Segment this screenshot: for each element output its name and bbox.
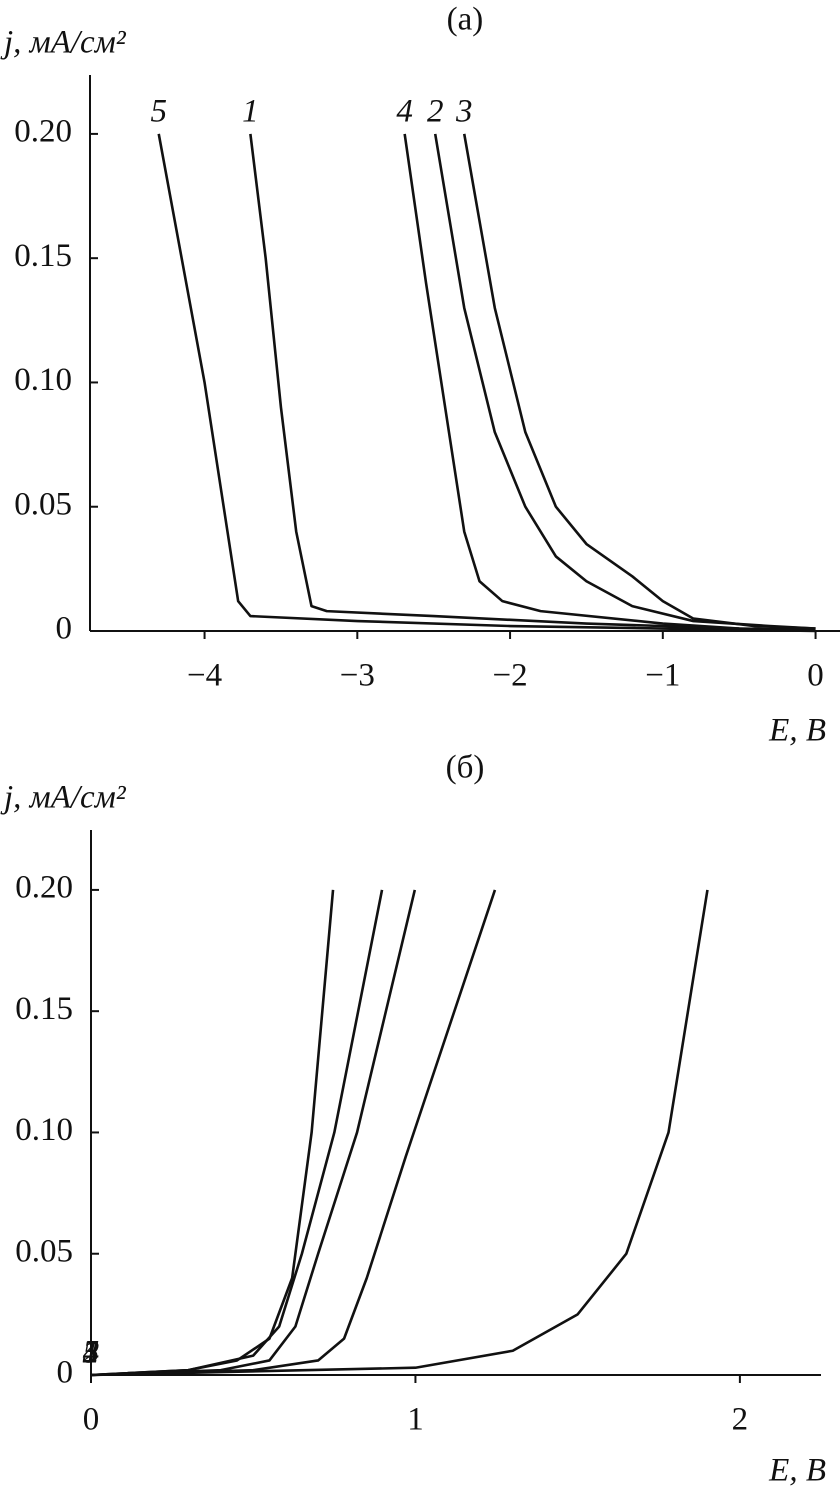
x-tick-label: 2 [732,1402,749,1438]
curve-label: 2 [427,93,444,129]
x-tick-label: −1 [645,658,680,694]
x-tick-label: 0 [807,658,824,694]
panel-title: (б) [446,750,485,786]
curve-label: 5 [83,1335,100,1371]
panel-title: (a) [447,2,484,38]
curve [90,889,335,1377]
x-axis-label: E, В [768,713,826,749]
x-tick-label: −4 [187,658,222,694]
x-tick-label: −2 [492,658,527,694]
curve-label: 2 [83,1335,100,1371]
y-tick-label: 0.05 [14,486,72,522]
curve-label: 4 [396,93,413,129]
curve [157,133,816,633]
curve [90,889,709,1377]
curve-label: 1 [83,1335,100,1371]
y-tick-label: 0.10 [15,1112,73,1148]
y-tick-label: 0 [57,1355,74,1391]
curve [433,133,816,630]
y-tick-label: 0.15 [14,238,72,274]
x-tick-label: 1 [407,1402,424,1438]
curve-label: 1 [242,93,259,129]
y-axis-label: j, мА/см² [0,780,127,816]
curve-label: 3 [455,93,473,129]
curve-label: 3 [82,1335,100,1371]
x-axis-label: E, В [768,1453,826,1489]
curve-label: 5 [150,93,167,129]
y-tick-label: 0.05 [15,1233,73,1269]
x-tick-label: 0 [83,1402,100,1438]
curve [249,133,816,632]
curve-label: 4 [83,1335,100,1371]
curve [90,889,497,1377]
y-tick-label: 0.10 [14,362,72,398]
y-tick-label: 0.15 [15,991,73,1027]
curve [462,133,816,630]
curve [90,889,384,1377]
y-tick-label: 0.20 [15,869,73,905]
curve [403,133,740,630]
y-tick-label: 0.20 [14,113,72,149]
y-tick-label: 0 [56,611,73,647]
y-axis-label: j, мА/см² [0,25,127,61]
curve [90,889,417,1377]
x-tick-label: −3 [340,658,375,694]
